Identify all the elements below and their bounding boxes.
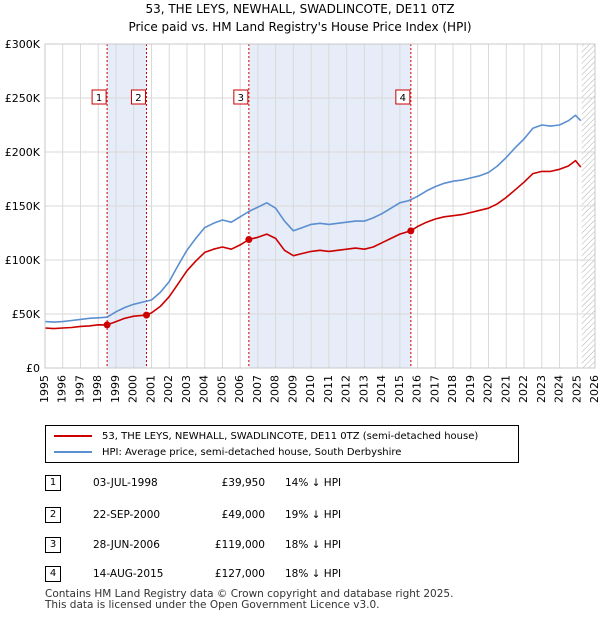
x-axis-ticks: 1995 1996 1997 1998 1999 2000 2001 2002 2003 2004… — [38, 375, 600, 403]
x-tick-label: 2014 — [375, 375, 388, 403]
y-tick-label: £0 — [26, 362, 40, 375]
y-tick-label: £250K — [5, 92, 41, 105]
legend-swatch-hpi — [54, 451, 92, 453]
x-tick-label: 1995 — [38, 375, 51, 403]
x-tick-label: 2019 — [464, 375, 477, 403]
x-tick-label: 2022 — [517, 375, 530, 403]
footer-line-1: Contains HM Land Registry data © Crown c… — [45, 588, 454, 600]
sale-point — [245, 235, 253, 243]
sale-label-text: 4 — [400, 93, 406, 104]
x-tick-label: 2003 — [180, 375, 193, 403]
property-series-line — [44, 159, 582, 330]
x-tick-label: 2007 — [251, 375, 264, 403]
sale-label-box: 2 — [130, 89, 146, 105]
x-tick-label: 2001 — [144, 375, 157, 403]
x-tick-label: 2004 — [198, 375, 211, 403]
transaction-number: 4 — [45, 566, 61, 582]
x-tick-label: 2017 — [428, 375, 441, 403]
sale-point — [407, 227, 415, 235]
x-tick-label: 2020 — [482, 375, 495, 403]
sale-point — [142, 311, 150, 319]
x-tick-label: 2008 — [269, 375, 282, 403]
plot-frame — [44, 43, 596, 369]
sale-label-text: 3 — [238, 93, 244, 104]
sale-label-box: 3 — [233, 89, 249, 105]
legend: 53, THE LEYS, NEWHALL, SWADLINCOTE, DE11… — [45, 425, 519, 463]
sale-label-text: 1 — [96, 93, 102, 104]
price-chart: 53, THE LEYS, NEWHALL, SWADLINCOTE, DE11… — [5, 2, 600, 403]
x-tick-label: 2002 — [162, 375, 175, 403]
sale-label-frame — [130, 89, 146, 105]
transaction-date: 14-AUG-2015 — [93, 568, 164, 580]
sale-label-frame — [395, 89, 411, 105]
transaction-date: 28-JUN-2006 — [93, 539, 160, 551]
series-lines — [44, 114, 582, 330]
sale-points — [103, 227, 415, 329]
transaction-date: 22-SEP-2000 — [93, 509, 161, 521]
x-tick-label: 1998 — [91, 375, 104, 403]
x-tick-label: 2016 — [411, 375, 424, 403]
transaction-date: 03-JUL-1998 — [93, 477, 158, 489]
legend-swatch-property — [54, 435, 92, 437]
hpi-series-line — [44, 114, 582, 323]
y-tick-label: £150K — [5, 200, 41, 213]
chart-subtitle: Price paid vs. HM Land Registry's House … — [128, 20, 471, 34]
chart-title: 53, THE LEYS, NEWHALL, SWADLINCOTE, DE11… — [145, 2, 454, 16]
y-tick-label: £50K — [12, 308, 41, 321]
footer-line-2: This data is licensed under the Open Gov… — [45, 599, 380, 611]
legend-label-property: 53, THE LEYS, NEWHALL, SWADLINCOTE, DE11… — [102, 430, 479, 442]
transaction-number: 2 — [45, 507, 61, 523]
sale-point — [103, 321, 111, 329]
x-tick-label: 2011 — [322, 375, 335, 403]
transaction-price: £49,000 — [221, 509, 265, 521]
x-tick-label: 2009 — [286, 375, 299, 403]
x-tick-label: 2006 — [233, 375, 246, 403]
legend-label-hpi: HPI: Average price, semi-detached house,… — [102, 446, 402, 458]
x-tick-label: 2005 — [215, 375, 228, 403]
x-tick-label: 2023 — [535, 375, 548, 403]
sale-label-frame — [91, 89, 107, 105]
transaction-price: £127,000 — [214, 568, 265, 580]
sale-label-text: 2 — [135, 93, 141, 104]
legend-item-property: 53, THE LEYS, NEWHALL, SWADLINCOTE, DE11… — [54, 429, 478, 443]
transaction-price: £119,000 — [214, 539, 265, 551]
x-tick-label: 2026 — [588, 375, 600, 403]
x-tick-label: 1999 — [109, 375, 122, 403]
sale-label-box: 4 — [395, 89, 411, 105]
transaction-hpi-diff: 19% ↓ HPI — [285, 509, 342, 521]
transaction-number: 3 — [45, 537, 61, 553]
transaction-hpi-diff: 14% ↓ HPI — [285, 477, 342, 489]
x-tick-label: 1996 — [56, 375, 69, 403]
sale-label-box: 1 — [91, 89, 107, 105]
x-tick-label: 1997 — [73, 375, 86, 403]
x-tick-label: 2018 — [446, 375, 459, 403]
transaction-number: 1 — [45, 475, 61, 491]
transaction-hpi-diff: 18% ↓ HPI — [285, 539, 342, 551]
y-tick-label: £100K — [5, 254, 41, 267]
x-tick-label: 2024 — [553, 375, 566, 403]
x-tick-label: 2013 — [357, 375, 370, 403]
legend-item-hpi: HPI: Average price, semi-detached house,… — [54, 445, 401, 459]
x-tick-label: 2021 — [499, 375, 512, 403]
y-axis-ticks: £0 £50K £100K £150K £200K £250K £300K — [5, 38, 41, 375]
y-tick-label: £300K — [5, 38, 41, 51]
x-tick-label: 2000 — [127, 375, 140, 403]
sale-label-frame — [233, 89, 249, 105]
x-tick-label: 2015 — [393, 375, 406, 403]
y-tick-label: £200K — [5, 146, 41, 159]
x-tick-label: 2010 — [304, 375, 317, 403]
x-tick-label: 2025 — [570, 375, 583, 403]
transaction-price: £39,950 — [221, 477, 265, 489]
footer-attribution: Contains HM Land Registry data © Crown c… — [45, 589, 453, 611]
sale-labels: 1 2 3 4 — [91, 89, 411, 105]
transaction-hpi-diff: 18% ↓ HPI — [285, 568, 342, 580]
x-tick-label: 2012 — [340, 375, 353, 403]
